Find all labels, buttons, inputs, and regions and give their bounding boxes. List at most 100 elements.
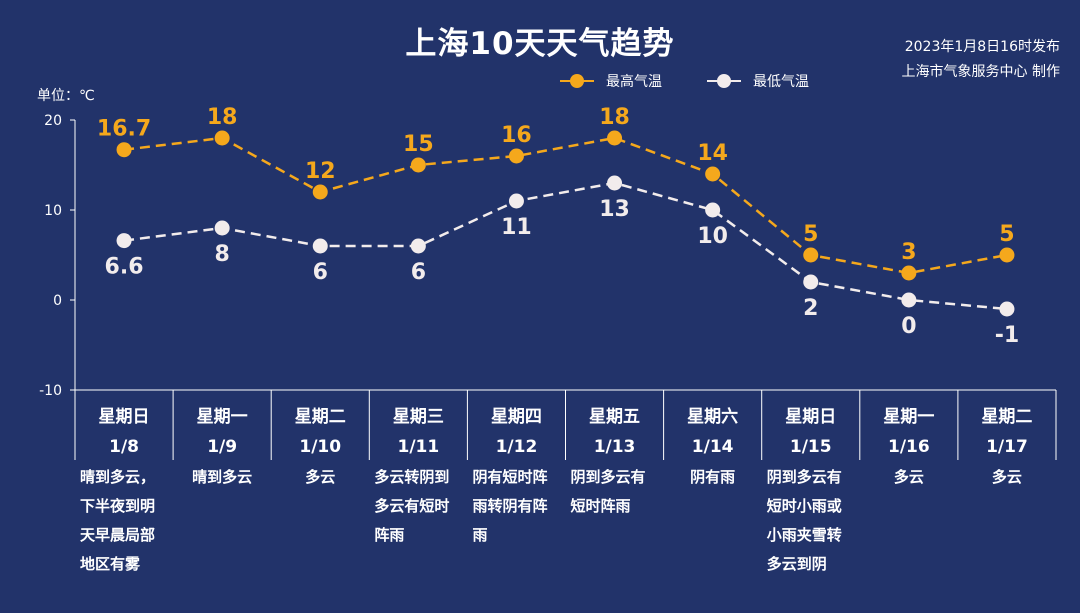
legend-item-high: 最高气温	[560, 71, 662, 91]
weather-description-line: 多云有短时	[374, 497, 450, 515]
weather-description-line: 多云	[893, 468, 924, 486]
data-label-low: -1	[995, 323, 1019, 348]
data-label-high: 3	[901, 240, 916, 265]
unit-label: 单位：℃	[37, 88, 95, 104]
data-label-low: 2	[803, 296, 818, 321]
weather-description-line: 阴到多云有	[766, 468, 842, 486]
date-label: 1/17	[986, 437, 1028, 457]
weekday-label: 星期五	[589, 407, 640, 427]
data-point-low	[116, 233, 132, 249]
y-tick-label: 10	[44, 203, 62, 219]
weather-description-line: 雨	[472, 526, 488, 544]
data-point-low	[312, 238, 328, 254]
data-point-low	[410, 238, 426, 254]
y-tick-label: -10	[39, 383, 62, 399]
weather-description-line: 短时阵雨	[570, 497, 631, 515]
y-tick-label: 20	[44, 113, 62, 129]
data-label-high: 5	[999, 222, 1014, 247]
data-point-low	[999, 301, 1015, 317]
date-label: 1/10	[299, 437, 341, 457]
data-point-high	[508, 148, 524, 164]
data-label-high: 16.7	[97, 117, 151, 142]
data-point-low	[901, 292, 917, 308]
data-label-high: 16	[501, 123, 532, 148]
data-point-high	[803, 247, 819, 263]
date-label: 1/16	[888, 437, 930, 457]
data-label-low: 6	[411, 260, 426, 285]
weather-description: 阴到多云有 短时小雨或 小雨夹雪转 多云到阴	[767, 463, 855, 579]
weather-description: 阴到多云有 短时阵雨	[571, 463, 659, 521]
weekday-label: 星期一	[883, 407, 934, 427]
data-label-high: 14	[697, 141, 728, 166]
data-point-high	[312, 184, 328, 200]
weather-description: 晴到多云	[178, 463, 266, 492]
date-label: 1/15	[790, 437, 832, 457]
y-tick-label: 0	[53, 293, 62, 309]
data-point-low	[705, 202, 721, 218]
weather-description-line: 多云	[305, 468, 336, 486]
date-label: 1/8	[109, 437, 139, 457]
data-point-low	[803, 274, 819, 290]
weather-description-line: 雨转阴有阵	[472, 497, 548, 515]
weather-description: 多云转阴到多云有短时阵雨	[374, 463, 462, 550]
issued-date: 2023年1月8日16时发布	[904, 39, 1060, 55]
weather-description: 多云	[865, 463, 953, 492]
weekday-label: 星期日	[99, 407, 150, 427]
weekday-label: 星期三	[393, 407, 444, 427]
data-label-low: 10	[697, 224, 728, 249]
weather-description-line: 阴到多云有	[570, 468, 646, 486]
weekday-label: 星期一	[197, 407, 248, 427]
weather-description-line: 阴有雨	[690, 468, 736, 486]
data-label-high: 18	[207, 105, 238, 130]
data-point-low	[607, 175, 623, 191]
weekday-label: 星期六	[687, 406, 738, 427]
data-label-low: 11	[501, 215, 532, 240]
data-point-high	[410, 157, 426, 173]
data-label-low: 13	[599, 197, 630, 222]
data-label-high: 12	[305, 159, 336, 184]
weather-description-line: 小雨夹雪转	[766, 526, 842, 544]
data-label-high: 5	[803, 222, 818, 247]
weather-description-line: 下半夜到明	[80, 497, 156, 515]
data-point-high	[116, 142, 132, 158]
weekday-label: 星期二	[295, 407, 346, 427]
weather-description-line: 短时小雨或	[766, 497, 842, 515]
data-label-low: 6	[313, 260, 328, 285]
chart-title: 上海10天天气趋势	[405, 26, 675, 62]
date-label: 1/11	[397, 437, 439, 457]
data-label-low: 6.6	[105, 255, 144, 280]
weather-description: 阴有雨	[669, 463, 757, 492]
weather-description-line: 阴有短时阵	[472, 468, 548, 486]
series-line-high	[123, 136, 1008, 275]
date-label: 1/14	[692, 437, 734, 457]
data-label-high: 18	[599, 105, 630, 130]
data-point-high	[705, 166, 721, 182]
weather-description-line: 阵雨	[374, 526, 405, 544]
weekday-label: 星期二	[981, 407, 1032, 427]
legend-swatch-high	[560, 73, 594, 89]
date-label: 1/13	[594, 437, 636, 457]
weather-description-line: 地区有雾	[80, 555, 141, 573]
weather-description: 多云	[963, 463, 1051, 492]
issuer-label: 上海市气象服务中心 制作	[901, 64, 1060, 80]
data-point-high	[214, 130, 230, 146]
data-label-high: 15	[403, 132, 434, 157]
weather-description-line: 多云转阴到	[374, 468, 450, 486]
legend-label-low: 最低气温	[753, 74, 809, 90]
legend-swatch-low	[707, 73, 741, 89]
data-label-low: 0	[901, 314, 916, 339]
legend-label-high: 最高气温	[606, 74, 662, 90]
weather-description-line: 晴到多云，	[80, 468, 156, 486]
data-point-high	[607, 130, 623, 146]
legend-item-low: 最低气温	[707, 71, 809, 91]
data-label-low: 8	[214, 242, 229, 267]
date-label: 1/12	[496, 437, 538, 457]
data-point-high	[901, 265, 917, 281]
weather-description: 阴有短时阵雨转阴有阵雨	[472, 463, 560, 550]
series-line-low	[123, 181, 1008, 311]
data-point-high	[999, 247, 1015, 263]
date-label: 1/9	[207, 437, 237, 457]
weather-description-line: 多云	[991, 468, 1022, 486]
weather-description-line: 晴到多云	[192, 468, 253, 486]
